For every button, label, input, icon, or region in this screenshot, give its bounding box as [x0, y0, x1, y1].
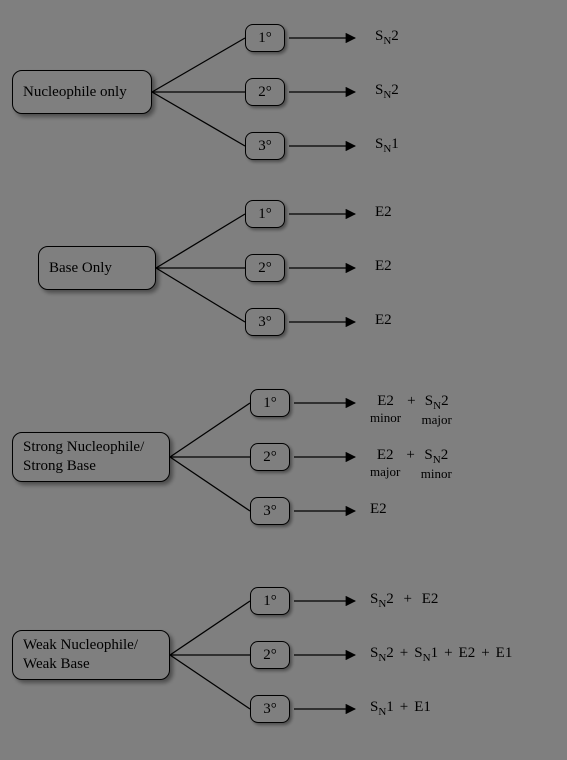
reaction-result: E2 [375, 312, 392, 329]
reaction-result: SN2 + E2 [370, 591, 438, 610]
category-box: Weak Nucleophile/Weak Base [12, 630, 170, 680]
reaction-result: E2 [375, 204, 392, 221]
degree-label: 2° [263, 647, 277, 664]
category-label: Nucleophile only [23, 83, 127, 102]
degree-label: 3° [263, 701, 277, 718]
degree-box: 2° [250, 443, 290, 471]
reaction-result: E2 [375, 258, 392, 275]
reaction-result: SN1 [375, 136, 399, 155]
reaction-result: E2major+SN2minor [370, 447, 452, 482]
reaction-result: SN1+E1 [370, 699, 431, 718]
reaction-result: E2minor+SN2major [370, 393, 452, 428]
degree-label: 3° [258, 314, 272, 331]
reaction-result: SN2 [375, 82, 399, 101]
degree-label: 2° [258, 260, 272, 277]
reaction-result: SN2+SN1+E2+E1 [370, 645, 512, 664]
degree-label: 3° [263, 503, 277, 520]
degree-box: 2° [245, 78, 285, 106]
degree-box: 3° [250, 497, 290, 525]
degree-box: 2° [250, 641, 290, 669]
degree-label: 1° [263, 593, 277, 610]
reaction-result: E2 [370, 501, 387, 518]
category-label: Weak Nucleophile/Weak Base [23, 636, 138, 674]
degree-box: 1° [250, 389, 290, 417]
degree-box: 2° [245, 254, 285, 282]
degree-label: 3° [258, 138, 272, 155]
category-box: Strong Nucleophile/Strong Base [12, 432, 170, 482]
degree-label: 1° [258, 30, 272, 47]
reaction-result: SN2 [375, 28, 399, 47]
degree-box: 1° [245, 24, 285, 52]
degree-label: 1° [263, 395, 277, 412]
category-label: Strong Nucleophile/Strong Base [23, 438, 144, 476]
degree-box: 3° [250, 695, 290, 723]
category-label: Base Only [49, 259, 112, 278]
degree-label: 2° [258, 84, 272, 101]
category-box: Base Only [38, 246, 156, 290]
degree-box: 1° [250, 587, 290, 615]
category-box: Nucleophile only [12, 70, 152, 114]
degree-box: 3° [245, 308, 285, 336]
degree-label: 1° [258, 206, 272, 223]
degree-box: 1° [245, 200, 285, 228]
degree-box: 3° [245, 132, 285, 160]
degree-label: 2° [263, 449, 277, 466]
